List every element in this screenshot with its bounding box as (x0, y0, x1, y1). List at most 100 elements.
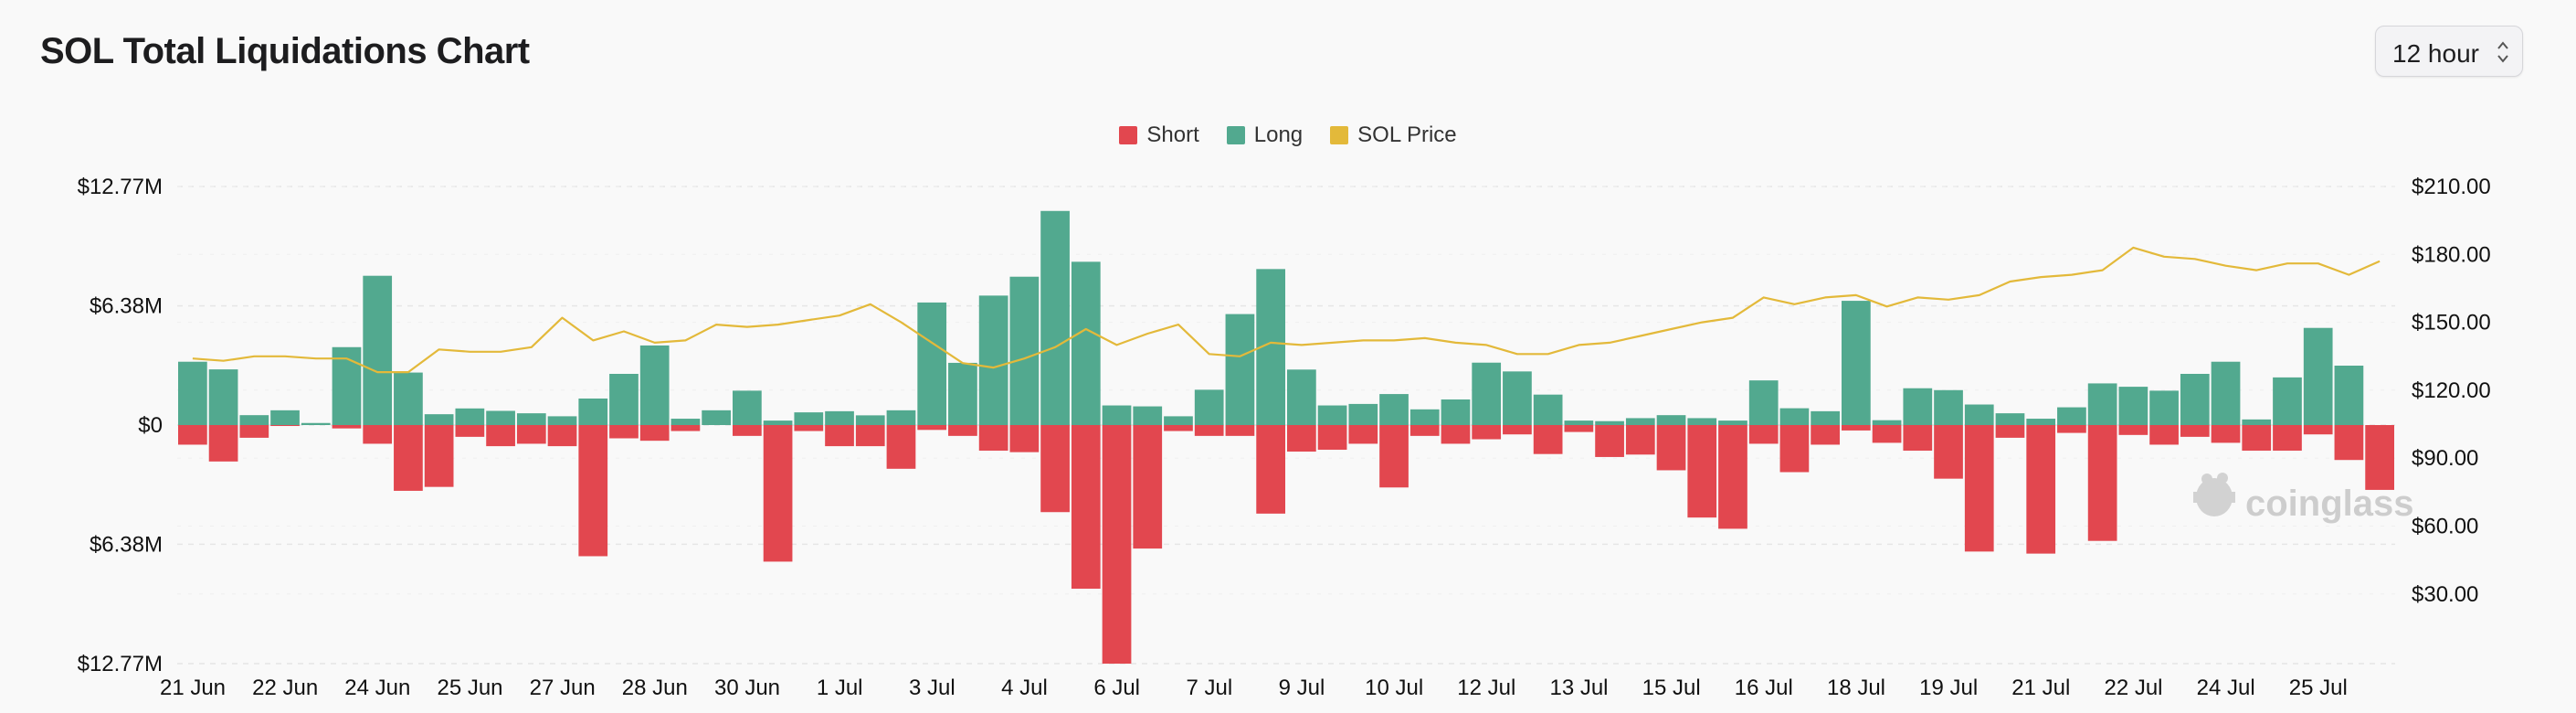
bar-short[interactable] (2057, 425, 2086, 433)
bar-long[interactable] (516, 413, 546, 425)
bar-short[interactable] (1409, 425, 1440, 436)
bar-short[interactable] (2334, 425, 2364, 461)
bar-short[interactable] (1748, 425, 1779, 444)
bar-long[interactable] (1842, 301, 1871, 425)
interval-select[interactable]: 12 hour (2375, 26, 2523, 77)
bar-short[interactable] (1287, 425, 1316, 452)
bar-short[interactable] (639, 425, 670, 442)
bar-long[interactable] (2303, 327, 2333, 425)
bar-short[interactable] (1225, 425, 1255, 436)
bar-long[interactable] (1133, 406, 1163, 425)
bar-short[interactable] (1779, 425, 1810, 473)
bar-long[interactable] (1903, 388, 1933, 425)
bar-short[interactable] (363, 425, 393, 444)
bar-long[interactable] (1379, 394, 1409, 425)
bar-long[interactable] (1779, 408, 1810, 425)
legend-item-short[interactable]: Short (1119, 122, 1199, 148)
bar-long[interactable] (2211, 361, 2241, 425)
bar-short[interactable] (2026, 425, 2056, 554)
bar-short[interactable] (609, 425, 639, 439)
bar-long[interactable] (1872, 420, 1902, 425)
bar-long[interactable] (332, 346, 362, 425)
bar-long[interactable] (948, 362, 977, 425)
bar-short[interactable] (1194, 425, 1224, 436)
bar-short[interactable] (2211, 425, 2241, 443)
bar-long[interactable] (1194, 389, 1224, 425)
bar-short[interactable] (2273, 425, 2302, 452)
bar-short[interactable] (1625, 425, 1655, 455)
bar-short[interactable] (886, 425, 916, 469)
bar-long[interactable] (1225, 314, 1255, 425)
bar-short[interactable] (1533, 425, 1563, 454)
bar-long[interactable] (1564, 420, 1594, 425)
bar-long[interactable] (1287, 369, 1316, 425)
bar-short[interactable] (1472, 425, 1502, 440)
bar-long[interactable] (1472, 362, 1502, 425)
bar-short[interactable] (1903, 425, 1933, 452)
bar-short[interactable] (1811, 425, 1840, 445)
bar-long[interactable] (1964, 404, 1994, 425)
bar-short[interactable] (1348, 425, 1378, 444)
bar-long[interactable] (547, 416, 577, 425)
bar-long[interactable] (639, 345, 670, 425)
bar-short[interactable] (424, 425, 454, 487)
bar-short[interactable] (332, 425, 362, 429)
bar-short[interactable] (239, 425, 269, 438)
bar-long[interactable] (363, 275, 393, 425)
bar-short[interactable] (1071, 425, 1101, 590)
bar-short[interactable] (794, 425, 824, 431)
bar-long[interactable] (1503, 371, 1532, 425)
bar-short[interactable] (1842, 425, 1871, 431)
bar-long[interactable] (609, 373, 639, 425)
bar-long[interactable] (2057, 407, 2086, 425)
bar-short[interactable] (1256, 425, 1285, 514)
bar-long[interactable] (2026, 419, 2056, 425)
bar-long[interactable] (2149, 390, 2179, 425)
bar-short[interactable] (178, 425, 207, 445)
bar-long[interactable] (763, 420, 793, 425)
bar-long[interactable] (424, 414, 454, 425)
bar-short[interactable] (1164, 425, 1193, 431)
bar-short[interactable] (208, 425, 238, 462)
bar-long[interactable] (2242, 419, 2272, 425)
bar-long[interactable] (1625, 418, 1655, 425)
bar-long[interactable] (825, 410, 854, 425)
bar-short[interactable] (1656, 425, 1686, 471)
bar-short[interactable] (2087, 425, 2117, 541)
bar-short[interactable] (1040, 425, 1070, 513)
bar-short[interactable] (578, 425, 608, 557)
bar-short[interactable] (825, 425, 854, 447)
bar-long[interactable] (1009, 276, 1040, 425)
bar-short[interactable] (2365, 425, 2394, 490)
bar-long[interactable] (178, 361, 207, 425)
bar-long[interactable] (733, 390, 762, 425)
bar-long[interactable] (301, 422, 331, 425)
bar-long[interactable] (239, 415, 269, 425)
bar-short[interactable] (455, 425, 485, 437)
bar-long[interactable] (1164, 416, 1193, 425)
bar-short[interactable] (1995, 425, 2025, 438)
bar-short[interactable] (978, 425, 1008, 452)
bar-long[interactable] (1533, 394, 1563, 425)
bar-long[interactable] (2180, 373, 2210, 425)
bar-short[interactable] (2303, 425, 2333, 435)
bar-short[interactable] (763, 425, 793, 562)
bar-short[interactable] (1872, 425, 1902, 443)
bar-long[interactable] (1441, 399, 1471, 425)
bar-long[interactable] (208, 369, 238, 425)
bar-short[interactable] (855, 425, 885, 447)
bar-short[interactable] (2118, 425, 2148, 435)
bar-long[interactable] (2087, 383, 2117, 425)
bar-long[interactable] (394, 372, 423, 425)
bar-long[interactable] (917, 302, 947, 425)
bar-short[interactable] (516, 425, 546, 444)
bar-long[interactable] (1040, 210, 1070, 425)
bar-short[interactable] (1441, 425, 1471, 444)
bar-long[interactable] (270, 410, 300, 425)
bar-short[interactable] (1687, 425, 1717, 518)
bar-short[interactable] (1317, 425, 1347, 450)
bar-short[interactable] (917, 425, 947, 431)
legend-item-long[interactable]: Long (1226, 122, 1303, 148)
bar-short[interactable] (1595, 425, 1624, 457)
bar-short[interactable] (1133, 425, 1163, 549)
